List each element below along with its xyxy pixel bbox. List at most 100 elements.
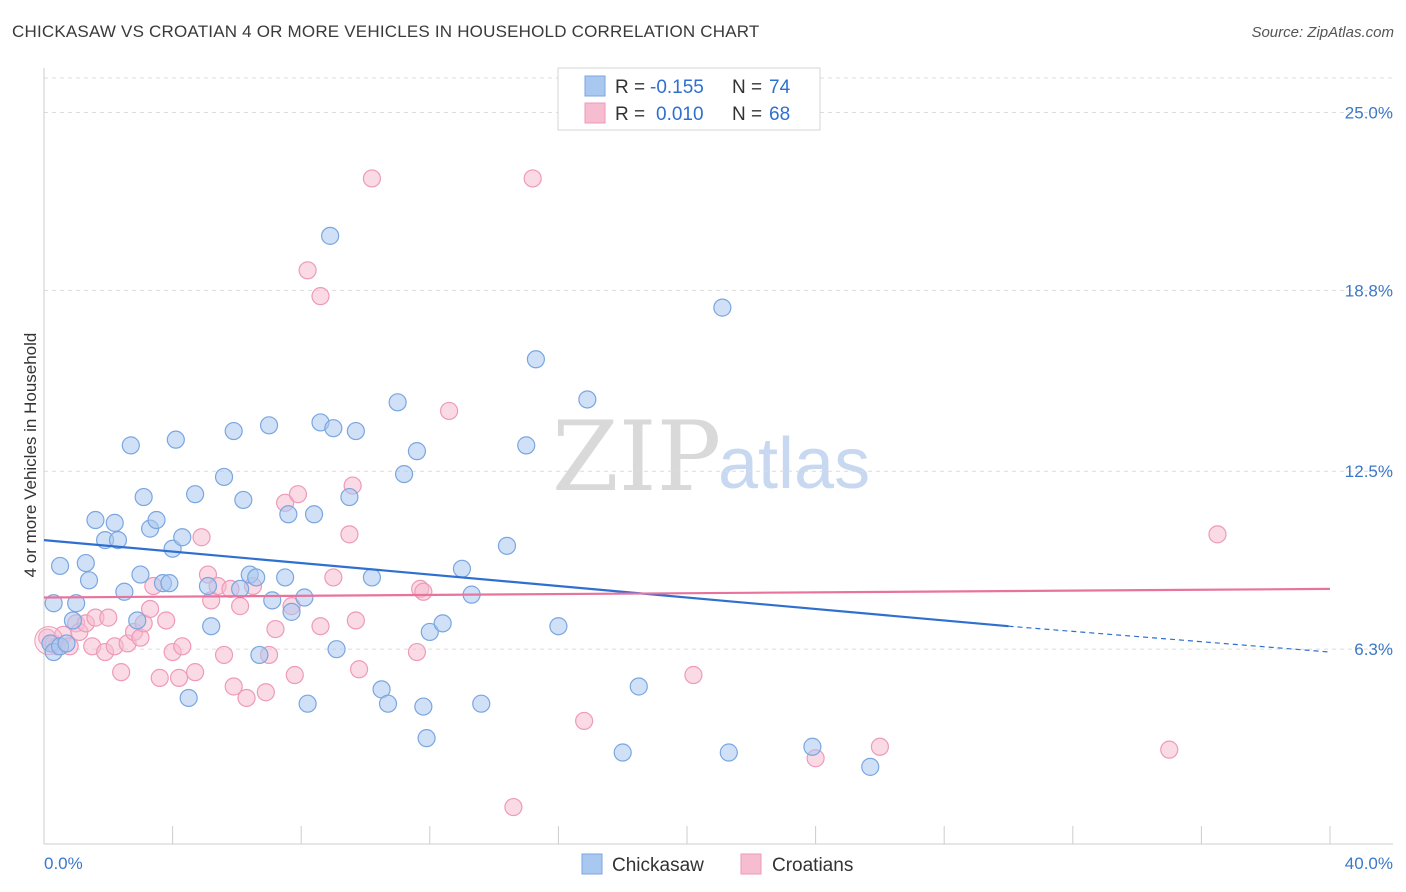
chickasaw-point bbox=[417, 729, 436, 748]
chickasaw-point bbox=[134, 487, 153, 507]
chickasaw-point bbox=[298, 694, 317, 713]
chickasaw-point bbox=[304, 505, 324, 524]
chickasaw-point bbox=[394, 464, 414, 484]
chickasaw-point bbox=[263, 591, 282, 610]
axes bbox=[43, 68, 1393, 845]
chickasaw-point bbox=[50, 556, 70, 576]
chickasaw-point bbox=[147, 510, 166, 530]
chickasaw-point bbox=[719, 743, 738, 762]
chickasaw-point bbox=[324, 419, 343, 438]
chickasaw-point bbox=[86, 510, 105, 530]
chickasaw-point bbox=[517, 436, 536, 455]
chickasaw-point bbox=[166, 430, 185, 449]
chickasaw-point bbox=[420, 622, 439, 642]
croatians-point bbox=[157, 611, 176, 630]
legend-swatch-chickasaw bbox=[584, 75, 606, 97]
chart-title: CHICKASAW VS CROATIAN 4 OR MORE VEHICLES… bbox=[12, 22, 760, 41]
chickasaw-point bbox=[202, 617, 221, 636]
legend-r-value-1: -0.155 bbox=[650, 77, 704, 98]
chickasaw-point bbox=[407, 442, 427, 461]
chickasaw-point bbox=[128, 611, 147, 630]
y-tick-label: 25.0% bbox=[1345, 103, 1393, 122]
chickasaw-point bbox=[214, 467, 234, 487]
chickasaw-point bbox=[160, 574, 179, 593]
croatians-point bbox=[186, 663, 205, 682]
correlation-legend: R = -0.155 N = 74 R = 0.010 N = 68 bbox=[557, 67, 821, 131]
chickasaw-point bbox=[121, 436, 140, 455]
chickasaw-point bbox=[362, 568, 382, 587]
bottom-legend-swatch-croatians bbox=[740, 853, 762, 875]
chickasaw-point bbox=[549, 617, 568, 636]
croatians-point bbox=[266, 619, 285, 639]
chickasaw-point bbox=[452, 559, 472, 578]
x-tick-label-min: 0.0% bbox=[44, 854, 83, 873]
chickasaw-point bbox=[105, 513, 124, 532]
chickasaw-point bbox=[340, 487, 359, 507]
croatians-point bbox=[99, 608, 118, 627]
chickasaw-point bbox=[224, 421, 243, 441]
chickasaw-point bbox=[578, 390, 597, 409]
croatians-point bbox=[173, 637, 192, 656]
croatians-point bbox=[523, 169, 542, 188]
chickasaw-point bbox=[276, 568, 295, 587]
croatians-point bbox=[504, 797, 523, 817]
chickasaw-point bbox=[279, 505, 298, 524]
watermark-zip: ZIP bbox=[552, 401, 721, 513]
chickasaw-point bbox=[173, 528, 192, 547]
chickasaw-point bbox=[327, 640, 346, 659]
chickasaw-point bbox=[179, 688, 198, 708]
chickasaw-point bbox=[131, 565, 150, 584]
chickasaw-point bbox=[44, 594, 63, 613]
y-axis-title: 4 or more Vehicles in Household bbox=[21, 333, 40, 578]
croatians-point bbox=[285, 665, 304, 685]
chickasaw-point bbox=[472, 694, 491, 713]
croatians-point bbox=[349, 660, 369, 679]
croatians-point bbox=[340, 525, 359, 544]
legend-n-label-2: N = bbox=[732, 104, 762, 125]
croatians-point bbox=[140, 599, 160, 619]
chickasaw-points bbox=[41, 226, 880, 776]
y-tick-label: 6.3% bbox=[1354, 640, 1393, 659]
legend-n-value-1: 74 bbox=[769, 77, 791, 98]
chickasaw-point bbox=[346, 421, 365, 441]
croatians-point bbox=[1208, 525, 1227, 544]
series-legend: Chickasaw Croatians bbox=[581, 853, 853, 876]
chickasaw-point bbox=[231, 579, 250, 599]
bottom-legend-label-croatians: Croatians bbox=[772, 855, 853, 876]
chickasaw-point bbox=[803, 737, 822, 756]
croatians-point bbox=[169, 668, 189, 687]
legend-r-label-1: R = bbox=[615, 77, 645, 98]
legend-r-label-2: R = bbox=[615, 104, 645, 125]
chickasaw-point bbox=[629, 677, 648, 696]
chickasaw-point bbox=[613, 743, 632, 762]
bottom-legend-label-chickasaw: Chickasaw bbox=[612, 855, 704, 876]
croatians-point bbox=[311, 617, 330, 636]
trend-lines bbox=[43, 539, 1331, 653]
croatians-point bbox=[237, 688, 256, 708]
legend-n-value-2: 68 bbox=[769, 104, 790, 125]
croatians-point bbox=[311, 287, 330, 306]
chickasaw-point bbox=[388, 393, 407, 412]
chickasaw-point bbox=[497, 536, 517, 555]
legend-r-value-2: 0.010 bbox=[656, 104, 704, 125]
croatians-point bbox=[414, 582, 433, 601]
croatians-point bbox=[298, 261, 317, 280]
chickasaw-point bbox=[713, 298, 732, 317]
watermark-atlas: atlas bbox=[718, 424, 870, 504]
chickasaw-point bbox=[321, 226, 340, 245]
croatians-point bbox=[192, 528, 211, 547]
chickasaw-trend-line bbox=[43, 539, 1009, 628]
chickasaw-point bbox=[247, 568, 266, 587]
croatians-point bbox=[439, 401, 459, 421]
chickasaw-point bbox=[861, 757, 880, 776]
croatians-point bbox=[224, 677, 243, 696]
croatians-point bbox=[256, 683, 275, 702]
chickasaw-point bbox=[79, 571, 99, 590]
croatians-point bbox=[346, 611, 365, 630]
croatians-point bbox=[214, 645, 234, 665]
croatians-point bbox=[231, 597, 250, 616]
chickasaw-point bbox=[57, 634, 76, 653]
chickasaw-point bbox=[414, 697, 433, 716]
y-tick-label: 12.5% bbox=[1345, 462, 1393, 481]
